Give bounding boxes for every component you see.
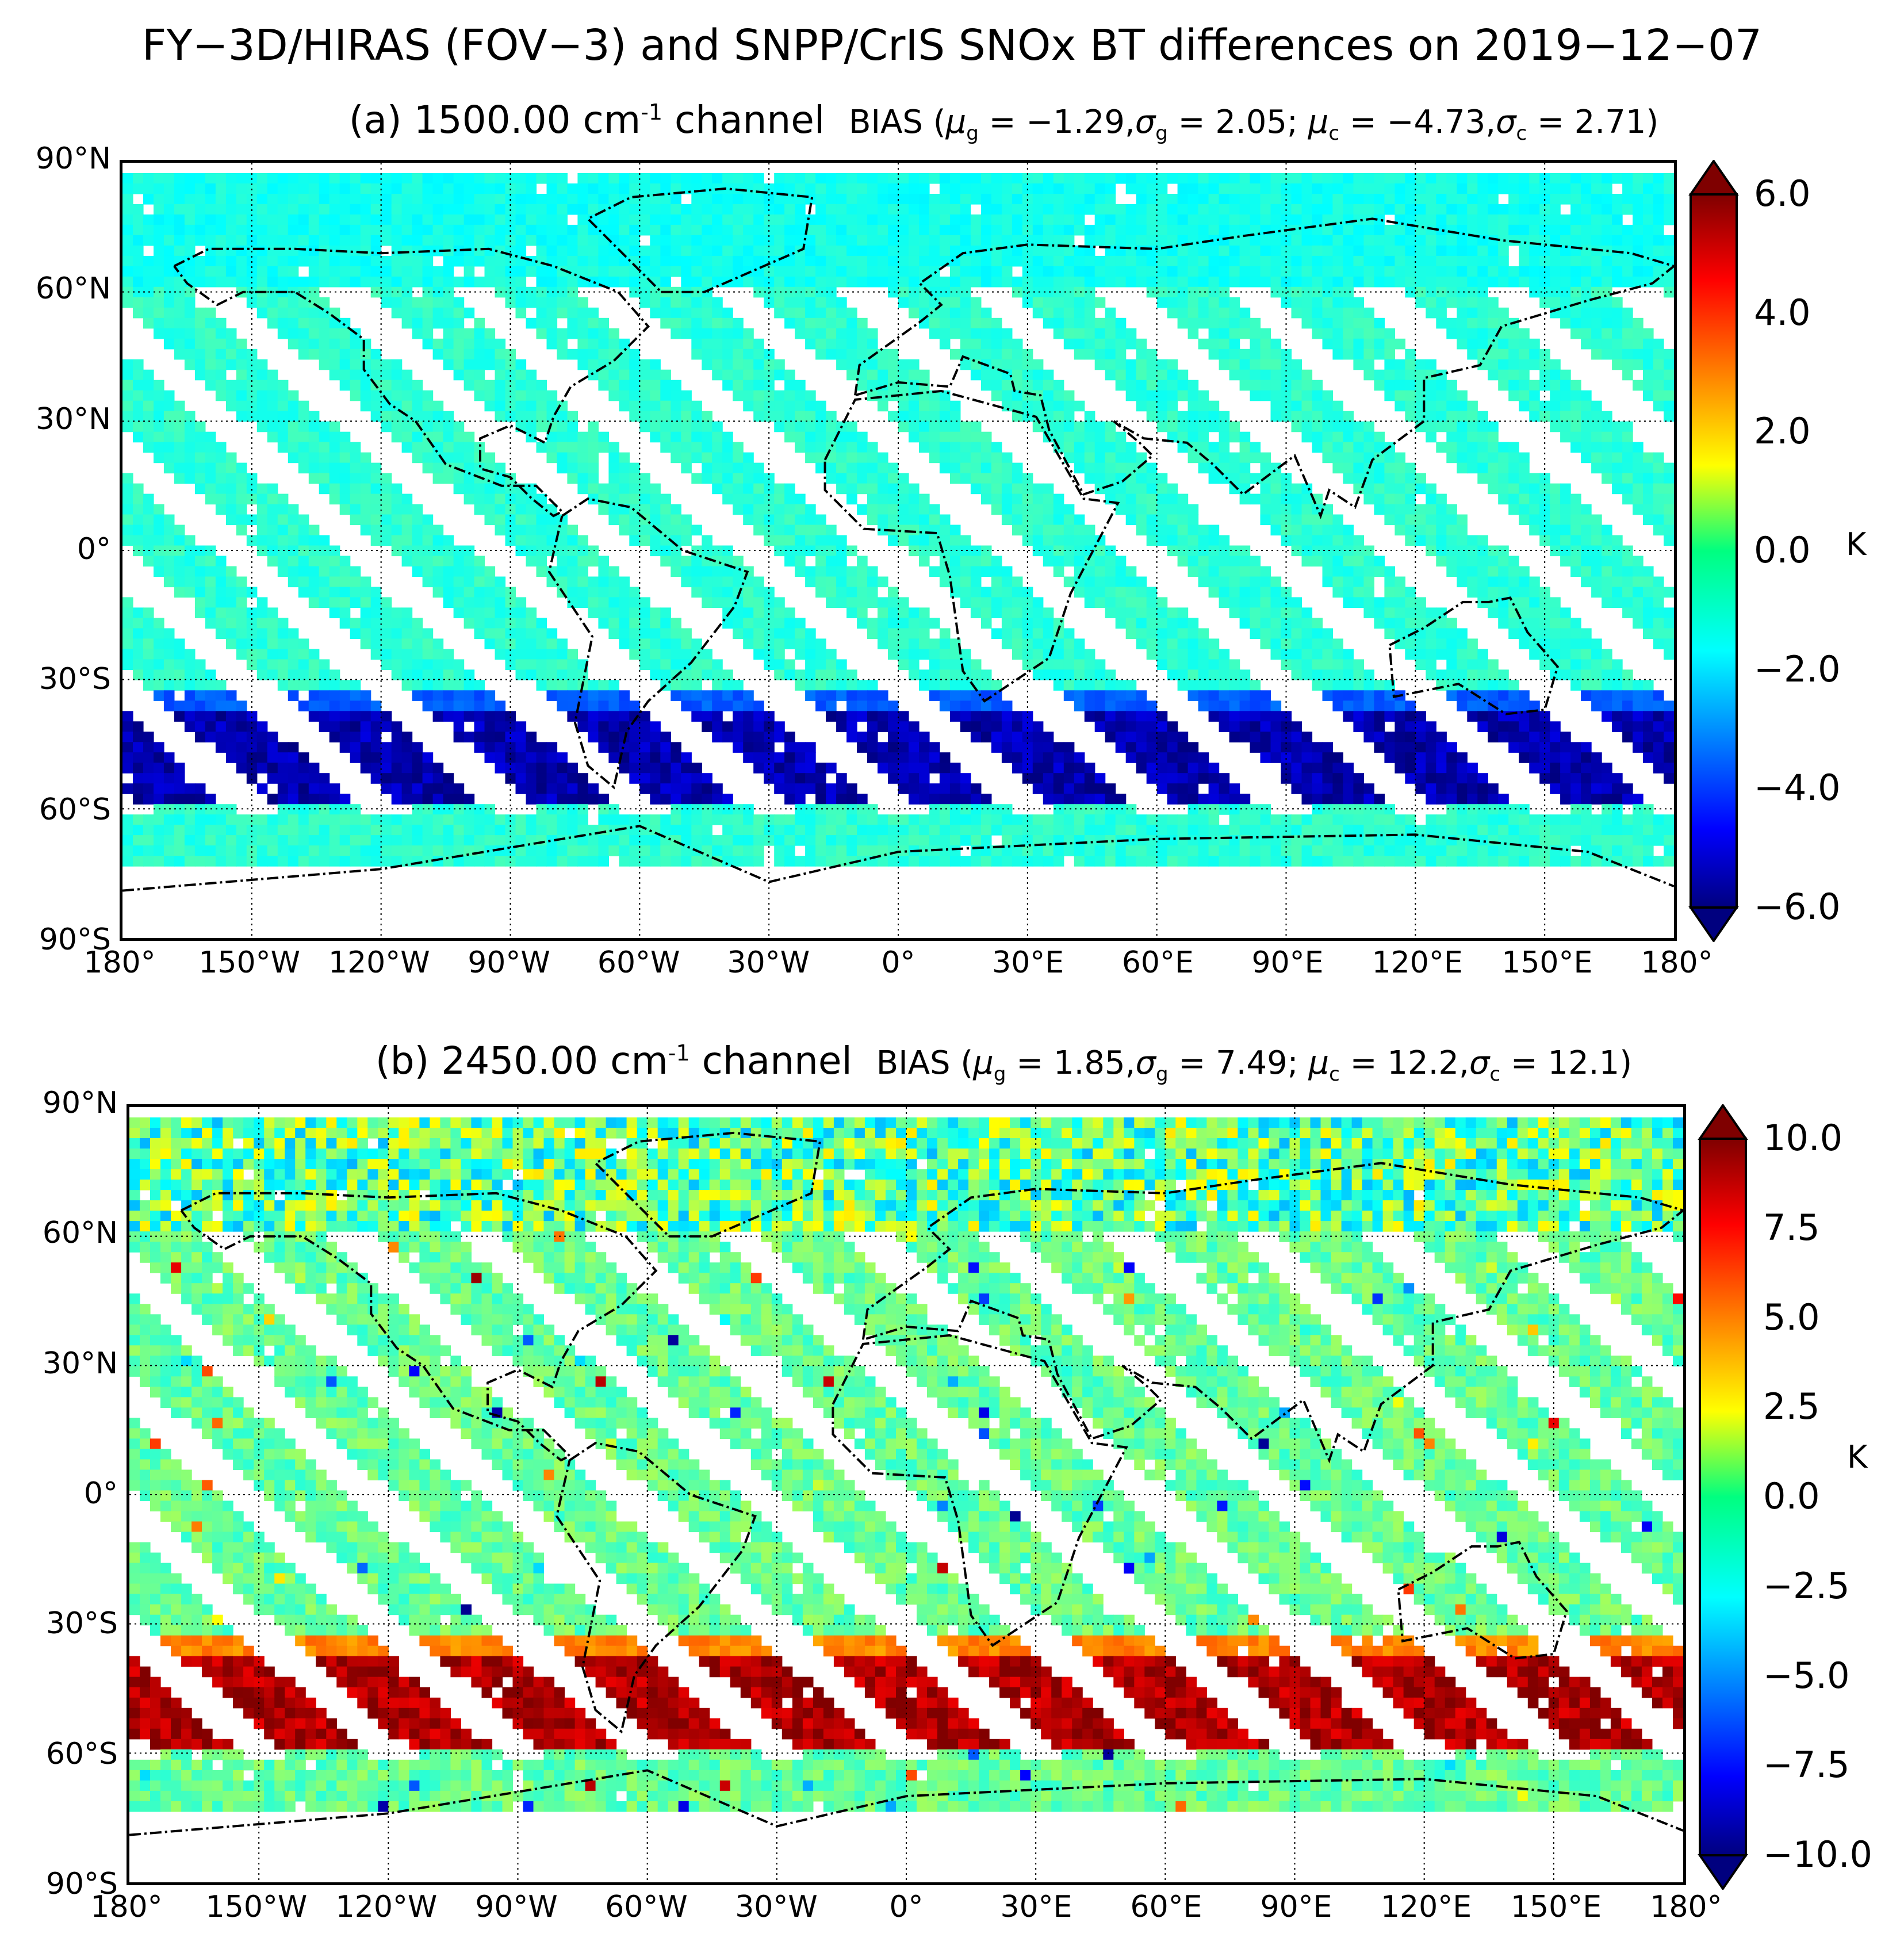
panel-b-subtitle: (b) 2450.00 cm-1 channel BIAS (μg = 1.85… (375, 1039, 1633, 1086)
y-tick-label: 30°S (45, 1606, 118, 1641)
figure-title: FY−3D/HIRAS (FOV−3) and SNPP/CrIS SNOx B… (141, 21, 1763, 70)
colorbar-tick-label: 4.0 (1754, 291, 1811, 334)
x-tick-label: 120°W (328, 945, 430, 980)
colorbar-tick-label: −10.0 (1763, 1833, 1872, 1875)
y-tick-label: 90°N (35, 141, 111, 176)
coastlines (122, 187, 1674, 892)
x-tick-label: 180° (1650, 1890, 1722, 1924)
x-tick-label: 60°W (605, 1890, 688, 1924)
colorbar-top-arrow (1698, 1103, 1748, 1140)
panel-a-unit: K (1846, 526, 1867, 562)
colorbar-top-arrow (1688, 159, 1739, 196)
y-tick-label: 30°N (35, 401, 111, 437)
colorbar-tick-label: 0.0 (1763, 1475, 1820, 1517)
x-tick-label: 150°W (205, 1890, 308, 1924)
y-tick-label: 30°S (39, 662, 111, 697)
panel-a-map (120, 160, 1677, 941)
x-tick-label: 180° (1641, 945, 1713, 980)
colorbar-tick-label: 10.0 (1763, 1117, 1843, 1159)
x-tick-label: 60°W (597, 945, 680, 980)
y-tick-label: 60°N (35, 271, 111, 307)
x-tick-label: 150°E (1510, 1890, 1602, 1924)
y-tick-label: 0° (83, 1476, 118, 1511)
x-tick-label: 90°W (468, 945, 550, 980)
x-tick-label: 120°E (1372, 945, 1463, 980)
y-tick-label: 60°S (39, 792, 111, 827)
panel-b-heatmap-svg (129, 1107, 1683, 1882)
colorbar-tick-label: 5.0 (1763, 1296, 1820, 1338)
panel-a-colorbar (1685, 159, 1777, 943)
panel-a-colorbar-svg (1688, 159, 1739, 943)
colorbar-tick-label: 7.5 (1763, 1206, 1820, 1249)
colorbar-tick-label: −2.0 (1754, 648, 1841, 690)
panel-a-heatmap-svg (122, 163, 1674, 938)
gridlines (129, 1107, 1683, 1882)
heatmap-cells (122, 173, 1674, 867)
panel-b-map (127, 1104, 1686, 1885)
y-tick-label: 90°N (42, 1086, 118, 1120)
x-tick-label: 0° (889, 1890, 924, 1924)
coastlines (129, 1131, 1683, 1836)
colorbar-tick-label: −6.0 (1754, 886, 1841, 928)
x-tick-label: 30°W (727, 945, 810, 980)
x-tick-label: 60°E (1130, 1890, 1202, 1924)
x-tick-label: 90°W (475, 1890, 558, 1924)
y-tick-label: 90°S (45, 1867, 118, 1901)
x-tick-label: 90°E (1260, 1890, 1332, 1924)
colorbar-tick-label: 6.0 (1754, 173, 1811, 215)
x-tick-label: 0° (881, 945, 915, 980)
colorbar-tick-label: −4.0 (1754, 767, 1841, 809)
x-tick-label: 60°E (1121, 945, 1194, 980)
x-tick-label: 30°E (1000, 1890, 1072, 1924)
x-tick-label: 120°E (1380, 1890, 1472, 1924)
y-tick-label: 90°S (39, 922, 111, 957)
x-tick-label: 180° (90, 1890, 163, 1924)
colorbar-tick-label: −5.0 (1763, 1654, 1850, 1697)
x-tick-label: 120°W (335, 1890, 438, 1924)
panel-b-colorbar-svg (1698, 1103, 1748, 1891)
x-tick-label: 90°E (1251, 945, 1324, 980)
colorbar-bottom-arrow (1688, 906, 1739, 943)
x-tick-label: 180° (83, 945, 156, 980)
y-tick-label: 0° (76, 532, 111, 566)
heatmap-cells (129, 1117, 1683, 1812)
colorbar-tick-label: −7.5 (1763, 1744, 1850, 1786)
panel-b-colorbar (1694, 1103, 1786, 1891)
x-tick-label: 30°W (735, 1890, 818, 1924)
x-tick-label: 30°E (992, 945, 1064, 980)
colorbar-tick-label: 0.0 (1754, 529, 1811, 571)
colorbar-gradient (1699, 1138, 1747, 1856)
colorbar-tick-label: 2.0 (1754, 410, 1811, 453)
y-tick-label: 60°N (42, 1216, 118, 1251)
colorbar-tick-label: −2.5 (1763, 1564, 1850, 1607)
colorbar-gradient (1690, 193, 1738, 909)
x-tick-label: 150°W (198, 945, 300, 980)
colorbar-tick-label: 2.5 (1763, 1385, 1820, 1428)
y-tick-label: 60°S (45, 1736, 118, 1771)
x-tick-label: 150°E (1501, 945, 1593, 980)
colorbar-bottom-arrow (1698, 1854, 1748, 1891)
panel-b-unit: K (1847, 1439, 1868, 1475)
y-tick-label: 30°N (42, 1346, 118, 1381)
panel-a-subtitle: (a) 1500.00 cm-1 channel BIAS (μg = −1.2… (348, 98, 1659, 146)
